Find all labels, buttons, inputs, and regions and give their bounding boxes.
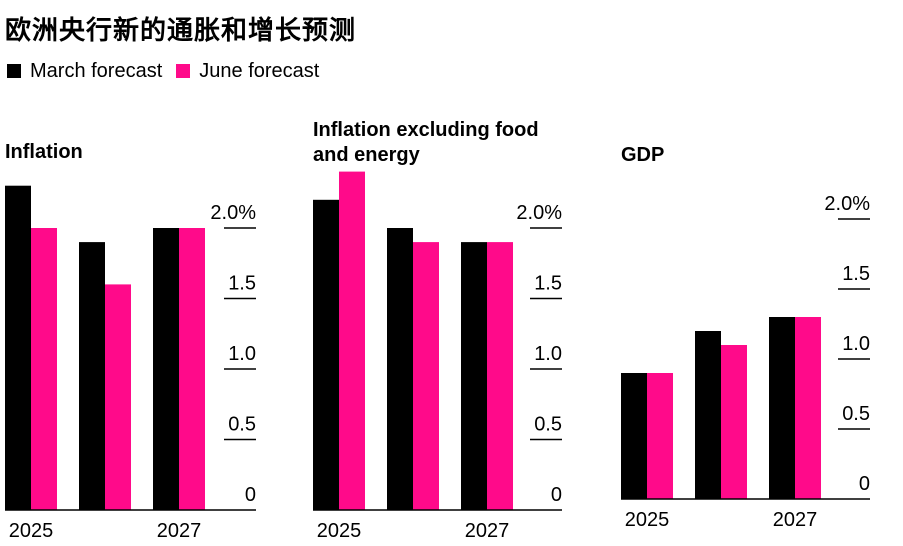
legend-item-march: March forecast [7, 60, 162, 83]
chart-1-ytick-label-3: 1.5 [534, 273, 562, 295]
chart-2-bar-march-2025 [621, 373, 647, 499]
legend-swatch-march [7, 64, 21, 78]
chart-0-bar-june-2026 [105, 284, 131, 510]
legend-swatch-june [176, 64, 191, 78]
chart-2-bar-march-2027 [769, 317, 795, 499]
chart-2-ytick-label-0: 0 [859, 473, 870, 495]
chart-2-bar-june-2026 [721, 345, 747, 499]
chart-2-bar-march-2026 [695, 331, 721, 499]
chart-2-ytick-label-3: 1.5 [842, 263, 870, 285]
chart-0-bar-june-2025 [31, 228, 57, 510]
chart-title: 欧洲央行新的通胀和增长预测 [5, 16, 357, 46]
legend-label-june: June forecast [199, 59, 320, 82]
chart-0-ytick-label-0: 0 [245, 484, 256, 506]
panel-title-inflation: Inflation [5, 141, 83, 163]
chart-2-ytick-label-2: 1.0 [842, 333, 870, 355]
chart-1-ytick-label-2: 1.0 [534, 343, 562, 365]
chart-0-bar-march-2026 [79, 242, 105, 510]
chart-2-xtick-label-2027: 2027 [773, 509, 818, 531]
chart-0-xtick-label-2027: 2027 [157, 520, 202, 542]
chart-1-bar-june-2026 [413, 242, 439, 510]
chart-2-ytick-label-1: 0.5 [842, 403, 870, 425]
chart-0-ytick-label-1: 0.5 [228, 414, 256, 436]
chart-1-xtick-label-2027: 2027 [465, 520, 510, 542]
chart-0-ytick-label-3: 1.5 [228, 273, 256, 295]
chart-2-bar-june-2025 [647, 373, 673, 499]
chart-2-ytick-label-4: 2.0% [824, 193, 870, 215]
chart-1-ytick-label-0: 0 [551, 484, 562, 506]
chart-0-bar-march-2025 [5, 185, 31, 510]
legend-item-june: June forecast [176, 60, 319, 83]
chart-1-bar-march-2026 [387, 228, 413, 510]
chart-1-bar-march-2025 [313, 199, 339, 511]
chart-2-xtick-label-2025: 2025 [625, 509, 670, 531]
chart-0-bar-june-2027 [179, 228, 205, 510]
chart-1-bar-june-2025 [339, 171, 365, 510]
chart-0-ytick-label-2: 1.0 [228, 343, 256, 365]
chart-1-ytick-label-1: 0.5 [534, 414, 562, 436]
panel-title-gdp: GDP [621, 144, 665, 166]
legend-label-march: March forecast [30, 59, 163, 82]
panel-title-core-inflation: Inflation excluding food and energy [313, 119, 539, 166]
chart-1-bar-june-2027 [487, 242, 513, 510]
chart-0-ytick-label-4: 2.0% [210, 202, 256, 224]
chart-0-bar-march-2027 [153, 228, 179, 510]
legend: March forecast June forecast [7, 59, 333, 83]
chart-1-xtick-label-2025: 2025 [317, 520, 362, 542]
chart-1-bar-march-2027 [461, 242, 487, 510]
chart-2-bar-june-2027 [795, 317, 821, 499]
chart-1-ytick-label-4: 2.0% [516, 202, 562, 224]
chart-0-xtick-label-2025: 2025 [9, 520, 54, 542]
